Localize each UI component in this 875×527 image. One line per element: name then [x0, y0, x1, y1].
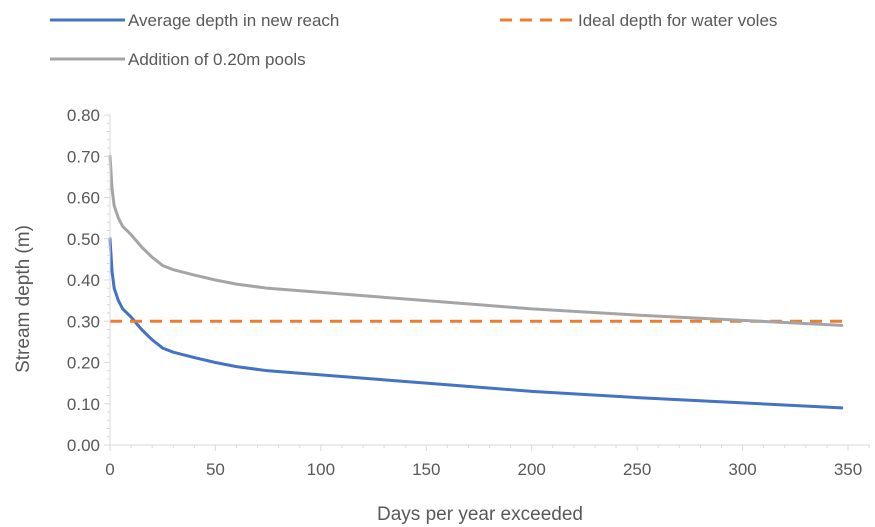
y-tick-label: 0.20: [67, 354, 100, 373]
y-tick-label: 0.50: [67, 230, 100, 249]
y-axis-title: Stream depth (m): [13, 225, 34, 373]
y-tick-label: 0.10: [67, 395, 100, 414]
axes: 0.00 0.10 0.20 0.30 0.40 0.50 0.60 0.70 0.80 0 50 1…: [67, 106, 870, 479]
x-tick-label: 350: [834, 460, 862, 479]
y-tick-label: 0.60: [67, 189, 100, 208]
x-axis-title: Days per year exceeded: [377, 504, 583, 525]
x-tick-label: 200: [518, 460, 546, 479]
y-tick-label: 0.30: [67, 312, 100, 331]
x-tick-label: 0: [105, 460, 114, 479]
series-line: [108, 237, 844, 410]
series-line: [108, 154, 844, 327]
y-tick-label: 0.00: [67, 436, 100, 455]
y-tick-label: 0.40: [67, 271, 100, 290]
x-tick-label: 50: [206, 460, 225, 479]
x-tick-label: 250: [623, 460, 651, 479]
plot-area: [108, 154, 848, 410]
x-tick-label: 100: [307, 460, 335, 479]
legend-label: Ideal depth for water voles: [578, 11, 777, 30]
legend-label: Average depth in new reach: [128, 11, 339, 30]
legend: Average depth in new reach Ideal depth fo…: [50, 11, 777, 69]
y-tick-label: 0.80: [67, 106, 100, 125]
legend-label: Addition of 0.20m pools: [128, 50, 306, 69]
x-tick-label: 300: [728, 460, 756, 479]
x-tick-label: 150: [412, 460, 440, 479]
y-tick-label: 0.70: [67, 147, 100, 166]
